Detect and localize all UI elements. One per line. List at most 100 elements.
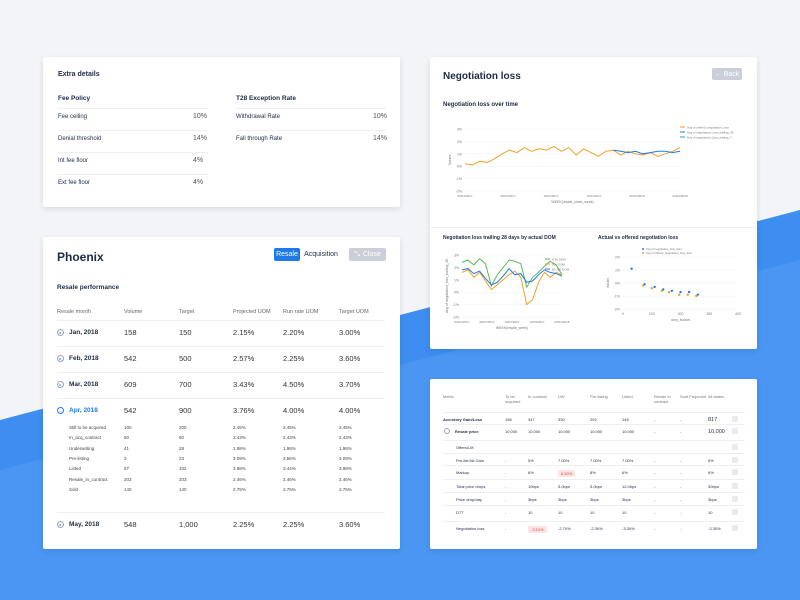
fee-row-value: 14% xyxy=(193,135,208,142)
sub-row-cell: 3.44% xyxy=(283,466,296,472)
expand-icon[interactable]: – xyxy=(57,407,64,414)
phoenix-card: Phoenix Resale Acquisition ⤡ Close Resal… xyxy=(43,237,400,549)
month-cell: 2.25% xyxy=(283,354,305,363)
expand-icon[interactable]: ▸ xyxy=(57,381,64,388)
chart-divider xyxy=(430,227,757,228)
sub-row-cell: 2.56% xyxy=(283,455,296,461)
fee-row-label: Ext fee floor xyxy=(58,180,91,186)
row-divider xyxy=(236,130,386,131)
scatter-point xyxy=(686,293,689,296)
month-cell: 3.60% xyxy=(339,520,361,529)
expand-icon[interactable] xyxy=(444,428,450,434)
sub-row-label: Underwriting xyxy=(69,445,95,451)
x-tick-label: 06/01/2017 xyxy=(457,194,472,198)
table-header: Target xyxy=(179,309,195,315)
y-tick-label: -2% xyxy=(453,316,459,320)
month-cell: 4.00% xyxy=(283,406,305,415)
metric-label: DTT xyxy=(456,510,464,515)
sub-row-cell: 3.09% xyxy=(339,455,352,461)
sub-row-cell: 1.98% xyxy=(339,445,352,451)
x-axis-label: dom_bucket xyxy=(671,318,690,322)
x-tick-label: 12/01/2017 xyxy=(586,194,601,198)
back-arrow-icon: ← xyxy=(714,70,722,78)
metric-cell: - xyxy=(654,510,656,515)
sub-row-cell: 2.75% xyxy=(233,486,246,492)
x-tick-label: 02/01/2018 xyxy=(629,194,644,198)
sub-row-cell: 140 xyxy=(124,486,132,492)
row-action-button[interactable] xyxy=(732,428,738,434)
month-cell: 700 xyxy=(179,380,192,389)
month-label[interactable]: May, 2018 xyxy=(69,521,100,528)
metric-cell: 5% xyxy=(708,458,714,463)
month-cell: 2.25% xyxy=(233,520,255,529)
y-tick-label: -2% xyxy=(456,190,462,194)
metric-label: Accretory Gain/Loss xyxy=(443,417,483,422)
tab-acquisition[interactable]: Acquisition xyxy=(304,251,338,258)
y-tick-label: 0% xyxy=(454,291,459,295)
metrics-header: Listed xyxy=(622,394,633,399)
sub-row-label: In_acq_contract xyxy=(69,435,102,441)
expand-icon[interactable]: ▸ xyxy=(57,521,64,528)
tab-resale[interactable]: Resale xyxy=(274,248,300,261)
row-divider xyxy=(57,346,385,347)
row-action-button[interactable] xyxy=(732,483,738,489)
month-cell: 4.00% xyxy=(339,406,361,415)
metric-cell: - xyxy=(505,497,507,502)
row-action-button[interactable] xyxy=(732,457,738,463)
metric-cell: - xyxy=(654,497,656,502)
sub-row-cell: 1.98% xyxy=(233,445,246,451)
legend-entry: Avg of offered_negotiation_loss_dom xyxy=(646,251,693,255)
expand-icon[interactable]: ▸ xyxy=(57,355,64,362)
chart-negotiation-over-time: 3% 2% 1% 0% -1% -2%06/01/2017 08/01/2017 10/01/… xyxy=(448,125,734,204)
metric-cell: - xyxy=(680,526,682,531)
sub-row-cell: 203 xyxy=(124,476,132,482)
month-cell: 3.00% xyxy=(339,328,361,337)
month-label[interactable]: Mar, 2018 xyxy=(69,381,99,388)
sub-row-cell: 3 xyxy=(124,455,127,461)
metric-cell: 10 xyxy=(708,510,713,515)
x-tick-label: 08/01/2017 xyxy=(500,194,515,198)
row-divider xyxy=(443,521,745,522)
scatter-point xyxy=(653,285,656,289)
row-action-button[interactable] xyxy=(732,444,738,450)
metric-cell: 5.0bps xyxy=(558,484,571,489)
expand-icon[interactable]: ▸ xyxy=(57,329,64,336)
legend-entry: Avg of negotiation_loss_trailing_28 xyxy=(687,130,734,134)
back-button[interactable]: ← Back xyxy=(712,68,742,80)
metric-cell: - xyxy=(654,526,656,531)
month-label[interactable]: Jan, 2018 xyxy=(69,329,99,336)
row-action-button[interactable] xyxy=(732,416,738,422)
x-tick-label: 300 xyxy=(706,312,712,316)
metric-cell: - xyxy=(505,484,507,489)
metric-label: Offers/LM xyxy=(456,445,474,450)
close-label: Close xyxy=(362,251,381,258)
fee-row-label: Int fee floor xyxy=(58,158,89,164)
row-divider xyxy=(57,320,385,321)
x-tick-label: 10/01/2017 xyxy=(504,320,519,324)
metric-cell: 330 xyxy=(558,417,565,422)
fee-row-label: Fee ceiling xyxy=(58,114,88,120)
row-action-button[interactable] xyxy=(732,469,738,475)
metric-cell: - xyxy=(505,526,507,531)
x-tick-label: 04/01/2018 xyxy=(672,194,687,198)
metric-cell: 10 xyxy=(622,510,627,515)
scatter-point xyxy=(687,290,691,294)
row-action-button[interactable] xyxy=(732,509,738,515)
sub-row-cell: 2.75% xyxy=(339,486,352,492)
fee-row-value: 4% xyxy=(193,179,204,186)
metric-cell: 3bps xyxy=(708,497,717,502)
sub-row-cell: 50 xyxy=(179,435,185,441)
metric-cell: 3bps xyxy=(622,497,631,502)
x-tick-label: 10/01/2017 xyxy=(543,194,558,198)
extra-details-card: Extra details Fee Policy T28 Exception R… xyxy=(43,57,400,207)
sub-row-label: Sold xyxy=(69,486,79,492)
month-label[interactable]: Apr, 2018 xyxy=(69,407,98,414)
metric-cell: 5% xyxy=(528,458,534,463)
metric-cell: 7.00% xyxy=(590,458,602,463)
row-action-button[interactable] xyxy=(732,525,738,531)
month-cell: 2.15% xyxy=(233,328,255,337)
resale-performance-heading: Resale performance xyxy=(57,284,120,291)
row-action-button[interactable] xyxy=(732,496,738,502)
month-label[interactable]: Feb, 2018 xyxy=(69,355,99,362)
close-button[interactable]: ⤡ Close xyxy=(349,248,386,261)
